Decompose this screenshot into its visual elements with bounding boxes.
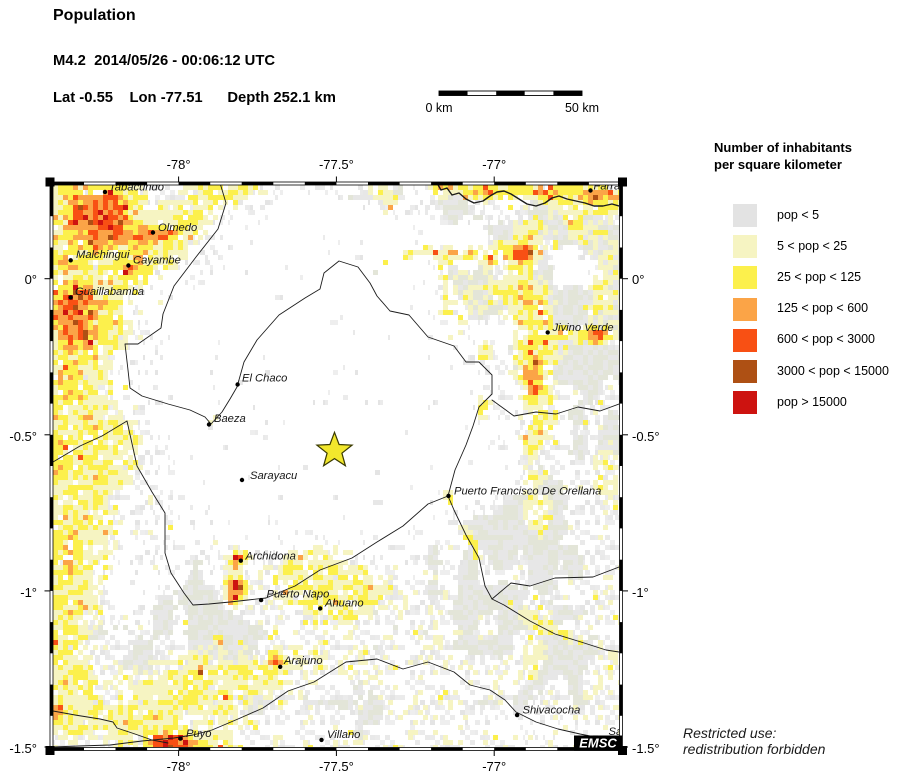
svg-text:Shivacocha: Shivacocha (523, 705, 581, 717)
svg-text:Farran: Farran (594, 181, 627, 193)
svg-text:Villano: Villano (327, 729, 360, 741)
svg-text:Archidona: Archidona (245, 551, 296, 563)
svg-text:Sarayacu: Sarayacu (250, 470, 297, 482)
svg-text:Cayambe: Cayambe (133, 255, 181, 267)
svg-text:Baeza: Baeza (214, 413, 246, 425)
svg-text:Malchingui: Malchingui (76, 249, 130, 261)
svg-text:Puyo: Puyo (186, 728, 212, 740)
svg-text:Ahuano: Ahuano (324, 598, 364, 610)
svg-text:EMSC: EMSC (579, 736, 617, 751)
svg-text:Arajuno: Arajuno (283, 655, 323, 667)
svg-text:El Chaco: El Chaco (242, 373, 287, 385)
svg-text:Jivino Verde: Jivino Verde (552, 322, 614, 334)
svg-text:Tabacundo: Tabacundo (109, 182, 164, 194)
svg-text:Puerto Francisco De Orellana: Puerto Francisco De Orellana (454, 486, 601, 498)
svg-text:Guaillabamba: Guaillabamba (75, 286, 144, 298)
svg-text:Puerto Napo: Puerto Napo (267, 589, 330, 601)
svg-text:Olmedo: Olmedo (158, 222, 197, 234)
svg-text:Sa: Sa (609, 726, 623, 738)
